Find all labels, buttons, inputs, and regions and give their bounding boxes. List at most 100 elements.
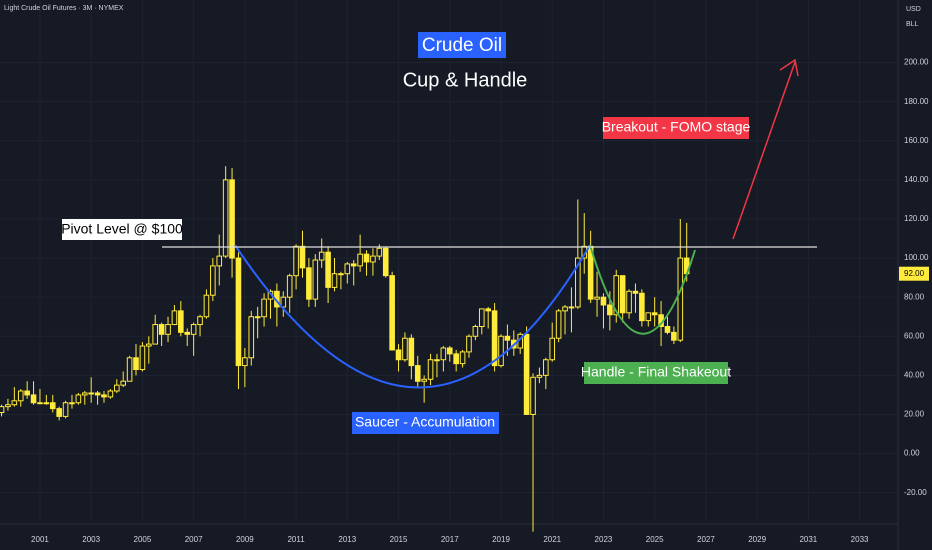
x-tick-label: 2019 bbox=[492, 535, 510, 544]
candle-body bbox=[30, 394, 37, 404]
candle-body bbox=[619, 275, 626, 314]
candle-body bbox=[626, 290, 632, 314]
candle-body bbox=[171, 310, 178, 326]
candle-body bbox=[338, 273, 344, 276]
candle-body bbox=[94, 392, 101, 396]
candle-body bbox=[523, 333, 530, 415]
candle-body bbox=[49, 402, 56, 410]
candle-body bbox=[459, 351, 466, 365]
x-tick-label: 2007 bbox=[185, 535, 203, 544]
x-tick-label: 2001 bbox=[31, 535, 49, 544]
candle-body bbox=[312, 259, 319, 300]
currency: USD bbox=[906, 6, 921, 13]
candle-body bbox=[37, 402, 43, 405]
title-box bbox=[418, 32, 506, 58]
candle-body bbox=[248, 316, 255, 359]
candle-body bbox=[24, 390, 30, 396]
candle-body bbox=[485, 308, 491, 312]
y-tick-label: 80.00 bbox=[904, 292, 925, 301]
x-tick-label: 2027 bbox=[697, 535, 715, 544]
candle-body bbox=[536, 374, 543, 378]
candle-body bbox=[498, 335, 504, 367]
x-tick-label: 2003 bbox=[82, 535, 100, 544]
saucer-curve bbox=[234, 244, 591, 389]
candle-body bbox=[165, 324, 171, 335]
axes: -20.00 0.00 20.00 40.00 60.00 80.00 100.00 120.… bbox=[31, 58, 929, 544]
candle-body bbox=[107, 390, 114, 398]
candle-body bbox=[293, 245, 299, 277]
y-tick-label: 0.00 bbox=[904, 449, 920, 458]
candle-body bbox=[344, 263, 351, 275]
candle-body bbox=[357, 253, 363, 267]
candle-body bbox=[600, 296, 607, 306]
last-price-box bbox=[899, 266, 929, 281]
candle-body bbox=[299, 245, 306, 269]
candle-body bbox=[152, 324, 159, 345]
candle-body bbox=[440, 347, 447, 361]
breakout-box bbox=[603, 117, 749, 139]
candle-body bbox=[178, 310, 184, 333]
candle-body bbox=[318, 251, 325, 261]
candle-body bbox=[504, 335, 511, 341]
y-tick-label: 60.00 bbox=[904, 331, 925, 340]
symbol: Light Crude Oil Futures · 3M · NYMEX bbox=[4, 5, 124, 12]
candle-body bbox=[491, 310, 498, 367]
y-tick-label: 40.00 bbox=[904, 370, 925, 379]
saucer-label: Saucer - Accumulation bbox=[355, 414, 495, 430]
candle-body bbox=[446, 347, 453, 355]
candle-body bbox=[331, 273, 338, 288]
candle-body bbox=[664, 325, 671, 333]
candle-body bbox=[395, 349, 402, 361]
candle-body bbox=[543, 359, 549, 376]
pivot-label: Pivot Level @ $100 bbox=[61, 221, 183, 237]
chart-title: Crude Oil bbox=[422, 35, 502, 56]
candle-body bbox=[235, 257, 242, 367]
candle-body bbox=[594, 296, 600, 300]
candle-body bbox=[466, 335, 472, 353]
y-tick-label: 160.00 bbox=[904, 136, 929, 145]
candle-body bbox=[81, 392, 88, 396]
candle-body bbox=[434, 359, 440, 362]
y-tick-label: 120.00 bbox=[904, 214, 929, 223]
x-tick-label: 2017 bbox=[441, 535, 459, 544]
candle-body bbox=[62, 402, 69, 417]
candle-body bbox=[203, 294, 210, 318]
candle-body bbox=[453, 353, 459, 365]
candle-body bbox=[382, 247, 389, 277]
candle-body bbox=[651, 312, 658, 316]
handle-box bbox=[584, 362, 728, 384]
candle-body bbox=[69, 402, 75, 405]
candle-body bbox=[126, 357, 133, 382]
last-price-label: 92.00 bbox=[904, 269, 925, 278]
candle-body bbox=[575, 257, 581, 308]
candle-body bbox=[120, 380, 126, 386]
y-tick-label: 20.00 bbox=[904, 410, 925, 419]
candle-body bbox=[133, 357, 139, 371]
grid bbox=[0, 0, 898, 522]
candle-body bbox=[222, 179, 229, 257]
candle-body bbox=[402, 337, 408, 361]
saucer-box bbox=[352, 412, 499, 434]
candle-body bbox=[568, 306, 575, 309]
candle-body bbox=[197, 316, 203, 326]
candle-body bbox=[677, 257, 684, 341]
x-tick-label: 2031 bbox=[799, 535, 817, 544]
x-tick-label: 2015 bbox=[390, 535, 408, 544]
candle-body bbox=[562, 306, 568, 312]
candle-body bbox=[242, 357, 248, 367]
candle-body bbox=[370, 255, 376, 263]
candle-body bbox=[613, 275, 620, 316]
candle-body bbox=[472, 325, 479, 337]
candle-body bbox=[549, 337, 556, 361]
candle-body bbox=[671, 331, 677, 341]
candle-body bbox=[146, 343, 152, 347]
candle-body bbox=[216, 255, 223, 267]
candle-body bbox=[306, 267, 312, 300]
candle-body bbox=[11, 400, 18, 406]
y-tick-label: 100.00 bbox=[904, 253, 929, 262]
candle-body bbox=[75, 394, 82, 404]
candle-body bbox=[632, 290, 639, 294]
candle-body bbox=[56, 408, 62, 417]
candle-body bbox=[113, 384, 120, 392]
